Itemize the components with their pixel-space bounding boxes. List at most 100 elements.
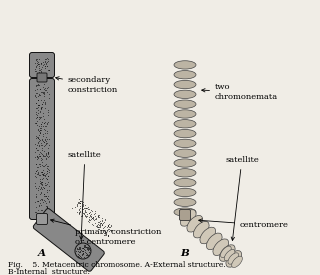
Point	[88, 213, 93, 218]
Point	[75, 245, 80, 250]
Point	[108, 223, 113, 227]
Point	[38, 108, 43, 113]
Point	[41, 164, 46, 168]
Point	[39, 172, 44, 177]
Point	[40, 185, 45, 189]
Point	[84, 211, 90, 216]
Point	[40, 101, 45, 106]
Point	[77, 246, 82, 251]
Point	[40, 175, 45, 180]
Point	[36, 93, 42, 98]
Point	[43, 56, 48, 61]
Point	[38, 186, 44, 191]
Point	[35, 156, 40, 161]
Point	[36, 155, 41, 160]
Point	[80, 213, 85, 218]
Point	[95, 214, 100, 218]
Point	[42, 139, 47, 144]
Point	[44, 129, 50, 133]
Point	[46, 151, 51, 155]
Point	[37, 110, 43, 114]
Point	[42, 66, 47, 70]
Point	[86, 250, 92, 254]
Point	[42, 149, 47, 153]
Point	[46, 59, 51, 64]
Point	[94, 225, 99, 229]
Point	[36, 128, 41, 133]
Point	[81, 249, 86, 253]
Point	[41, 121, 46, 125]
Point	[38, 155, 44, 160]
Text: satellite: satellite	[225, 156, 259, 240]
Point	[76, 254, 82, 259]
Point	[35, 119, 40, 123]
Point	[105, 224, 110, 228]
Point	[41, 134, 46, 138]
Point	[44, 137, 49, 141]
Point	[44, 150, 49, 155]
Point	[38, 122, 44, 126]
Point	[41, 153, 46, 158]
Point	[37, 178, 42, 183]
Point	[44, 90, 49, 94]
Point	[79, 254, 84, 259]
Ellipse shape	[174, 198, 196, 207]
Point	[45, 113, 51, 117]
Point	[37, 93, 43, 97]
Point	[42, 62, 47, 67]
Point	[40, 132, 45, 137]
Point	[41, 144, 46, 148]
Text: Fig.    5. Metacentric chromosome. A-External structure.: Fig. 5. Metacentric chromosome. A-Extern…	[8, 261, 226, 269]
Point	[36, 186, 41, 190]
Point	[37, 68, 42, 72]
Point	[33, 210, 38, 214]
Ellipse shape	[224, 249, 235, 261]
Point	[81, 207, 86, 211]
Point	[37, 115, 42, 119]
Point	[34, 211, 39, 216]
Point	[91, 212, 96, 216]
Point	[46, 151, 51, 155]
Point	[96, 213, 101, 217]
Point	[36, 70, 42, 74]
Point	[35, 103, 40, 108]
Point	[33, 121, 38, 126]
Point	[42, 174, 47, 178]
Point	[36, 83, 41, 88]
Point	[77, 199, 83, 203]
Point	[37, 131, 43, 136]
Point	[86, 216, 92, 221]
Point	[41, 197, 46, 202]
Point	[36, 203, 42, 208]
Point	[100, 226, 106, 230]
Point	[39, 107, 44, 111]
Point	[97, 224, 102, 228]
Point	[76, 251, 81, 256]
Point	[45, 177, 50, 182]
Point	[41, 139, 46, 143]
Point	[34, 199, 39, 203]
Point	[81, 211, 86, 216]
Point	[77, 200, 83, 205]
Point	[41, 194, 46, 198]
Point	[34, 87, 39, 91]
Point	[69, 206, 74, 210]
Point	[39, 151, 44, 155]
Point	[39, 170, 44, 174]
FancyBboxPatch shape	[29, 53, 54, 78]
Point	[36, 162, 42, 166]
Point	[44, 204, 49, 208]
Point	[33, 93, 38, 98]
Point	[39, 90, 44, 94]
Point	[82, 209, 87, 214]
Point	[37, 200, 43, 205]
Point	[33, 161, 38, 166]
Point	[45, 168, 50, 173]
Point	[39, 148, 44, 152]
Point	[77, 209, 82, 213]
Point	[38, 87, 43, 92]
Point	[38, 125, 43, 130]
Point	[77, 209, 82, 214]
Point	[40, 177, 45, 182]
Point	[44, 211, 50, 216]
